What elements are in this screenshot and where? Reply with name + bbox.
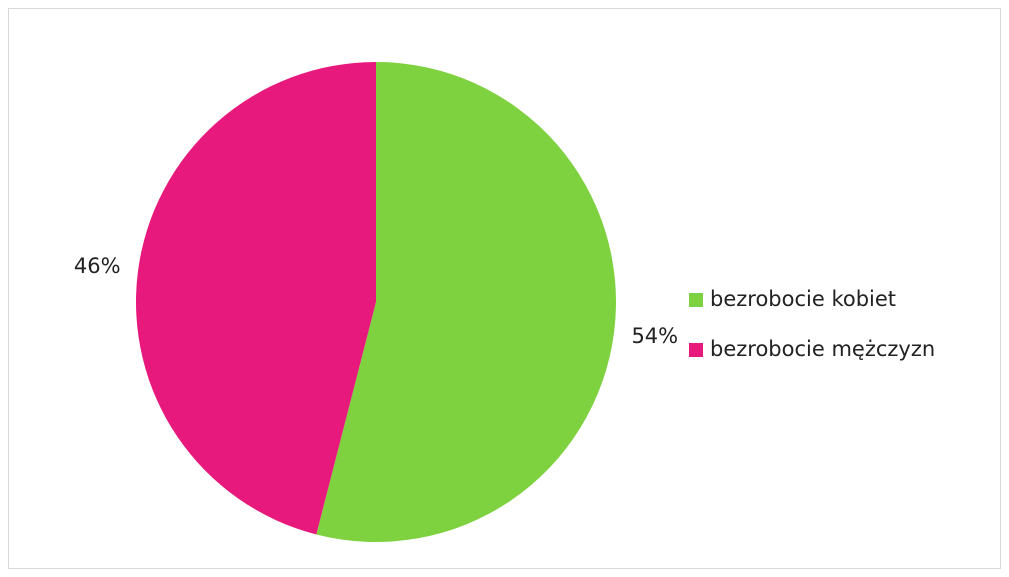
data-label: 54% <box>631 324 678 348</box>
legend-swatch <box>689 293 703 307</box>
pie-slice <box>135 62 376 535</box>
legend-label: bezrobocie mężczyzn <box>710 337 935 361</box>
legend-label: bezrobocie kobiet <box>710 287 896 311</box>
legend-swatch <box>689 343 703 357</box>
data-label: 46% <box>74 254 121 278</box>
pie-slice <box>316 62 616 542</box>
